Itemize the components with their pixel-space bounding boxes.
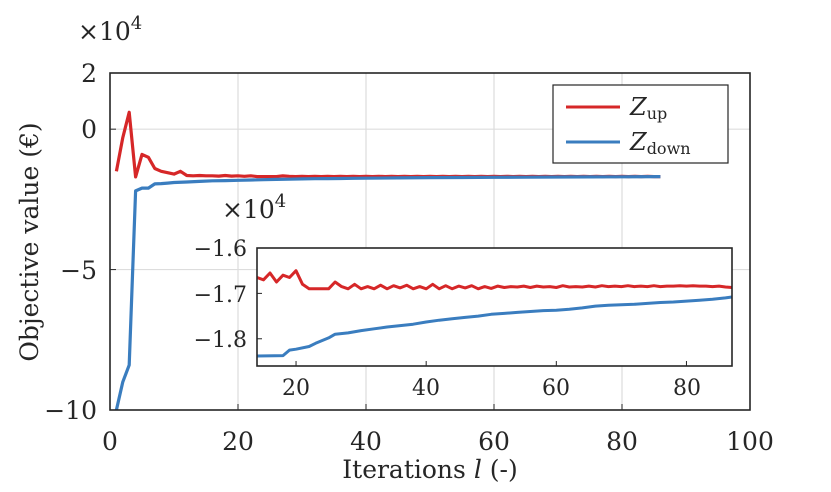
legend-label-z-up: Zup — [629, 93, 667, 123]
legend: Zup Zdown — [552, 84, 729, 164]
main-axes-box — [109, 72, 751, 411]
inset-x-tick-labels: 20 40 60 80 — [282, 376, 701, 401]
y-tick-label: −10 — [44, 396, 97, 425]
inset-y-tick-label: −1.6 — [194, 237, 247, 262]
x-tick-label: 0 — [102, 427, 118, 456]
inset-x-tick-label: 60 — [542, 376, 570, 401]
legend-symbol: Z — [629, 128, 648, 156]
inset-x-tick-label: 40 — [412, 376, 440, 401]
x-axis-label-variable: l — [474, 455, 482, 484]
legend-subscript: down — [647, 139, 691, 158]
legend-symbol: Z — [629, 93, 648, 121]
y-axis-label: Objective value (€) — [15, 122, 44, 361]
multiplier-exponent: 4 — [131, 13, 142, 34]
x-axis-label-suffix: (-) — [482, 455, 518, 484]
inset-x-tick-label: 80 — [673, 376, 701, 401]
y-tick-label: −5 — [60, 256, 97, 285]
y-tick-label: 2 — [81, 59, 97, 88]
inset-axes-box — [256, 247, 733, 367]
inset-y-tick-label: −1.8 — [194, 328, 247, 353]
legend-box — [552, 84, 729, 164]
main-series-lines — [114, 110, 661, 411]
inset-y-multiplier: ×104 — [222, 191, 286, 224]
legend-label-z-down: Zdown — [629, 128, 691, 158]
inset-series-line-z-up — [256, 269, 733, 291]
inset-multiplier-exponent: 4 — [275, 191, 286, 212]
x-tick-label: 40 — [350, 427, 382, 456]
inset-series-line-z-down — [256, 295, 733, 358]
inset-y-tick-labels: −1.6 −1.7 −1.8 — [194, 237, 247, 353]
x-tick-label: 20 — [222, 427, 254, 456]
series-line-z-down — [114, 175, 661, 411]
main-y-multiplier: ×104 — [78, 13, 142, 46]
inset-series-lines — [256, 269, 733, 358]
y-tick-label: 0 — [81, 115, 97, 144]
main-y-tick-labels: 2 0 −5 −10 — [44, 59, 97, 425]
legend-subscript: up — [647, 104, 668, 123]
inset-x-tick-label: 20 — [282, 376, 310, 401]
inset-background — [257, 248, 732, 366]
x-tick-label: 80 — [606, 427, 638, 456]
main-x-tick-labels: 0 20 40 60 80 100 — [102, 427, 774, 456]
inset-y-tick-label: −1.7 — [194, 283, 247, 308]
x-axis-label-prefix: Iterations — [342, 455, 474, 484]
inset-multiplier-base: ×10 — [222, 195, 275, 224]
x-axis-label: Iterations l (-) — [342, 455, 517, 484]
multiplier-base: ×10 — [78, 17, 131, 46]
x-tick-label: 60 — [478, 427, 510, 456]
x-tick-label: 100 — [726, 427, 774, 456]
